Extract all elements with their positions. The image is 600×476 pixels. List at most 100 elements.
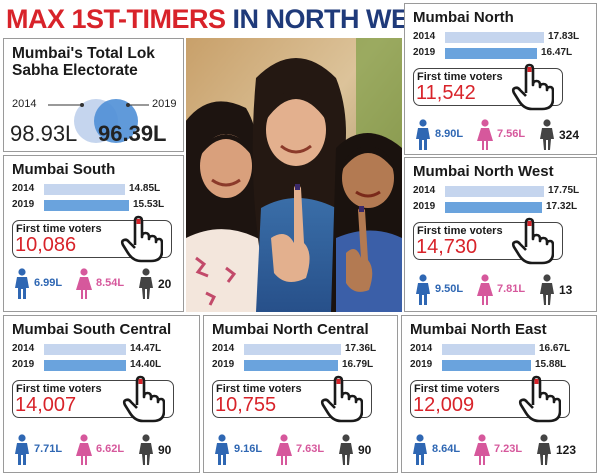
male-voter-icon <box>413 274 433 306</box>
transgender-voters-value: 20 <box>158 277 172 291</box>
panel-mumbai-south-central: Mumbai South Central 2014 14.47L 2019 14.40L… <box>3 315 200 473</box>
bar-2019 <box>44 200 129 211</box>
bar-year-label: 2014 <box>12 183 35 194</box>
female-voters-value: 7.63L <box>296 443 325 455</box>
gender-breakdown: 8.90L 7.56L 324 <box>413 119 592 151</box>
female-voters-value: 7.23L <box>494 443 523 455</box>
total-electorate-title: Mumbai's Total Lok Sabha Electorate <box>12 45 155 79</box>
transgender-voter-icon <box>537 119 557 151</box>
bar-row-2014: 2014 17.36L <box>212 342 391 358</box>
first-time-voters-photo <box>186 38 402 312</box>
bar-row-2019: 2019 16.79L <box>212 358 391 374</box>
bar-year-label: 2019 <box>413 201 436 212</box>
bar-year-label: 2019 <box>12 199 35 210</box>
transgender-voter-icon <box>136 268 156 300</box>
electorate-bars: 2014 14.85L 2019 15.53L <box>12 182 177 214</box>
pointing-hand-icon <box>510 217 555 265</box>
bar-year-label: 2019 <box>410 359 433 370</box>
first-time-voters-count: 10,086 <box>15 234 77 256</box>
bar-value-2019: 16.79L <box>342 359 374 370</box>
first-time-voters-box: First time voters 11,542 <box>413 63 563 111</box>
transgender-voters-value: 13 <box>559 283 573 297</box>
first-time-voters-box: First time voters 10,086 <box>12 215 172 263</box>
total-value-2019: 96.39L <box>98 121 167 146</box>
female-voter-icon <box>475 119 495 151</box>
bar-year-label: 2019 <box>12 359 35 370</box>
electorate-bars: 2014 14.47L 2019 14.40L <box>12 342 193 374</box>
bar-year-label: 2014 <box>413 31 436 42</box>
bar-2014 <box>244 344 341 355</box>
bar-value-2014: 17.83L <box>548 31 580 42</box>
first-time-voters-count: 11,542 <box>416 82 476 104</box>
total-electorate-panel: Mumbai's Total Lok Sabha Electorate 2014… <box>3 38 184 152</box>
bar-row-2014: 2014 17.75L <box>413 184 590 200</box>
total-year-2014: 2014 <box>12 98 37 110</box>
male-voter-icon <box>12 434 32 466</box>
pointing-hand-icon <box>119 215 164 263</box>
bar-2019 <box>445 202 542 213</box>
first-time-voters-box: First time voters 12,009 <box>410 375 570 423</box>
bar-2019 <box>442 360 531 371</box>
bar-2014 <box>445 186 544 197</box>
female-voters-value: 7.56L <box>497 128 526 140</box>
bar-row-2014: 2014 17.83L <box>413 30 590 46</box>
transgender-voters-value: 90 <box>358 443 372 457</box>
bar-value-2014: 14.47L <box>130 343 162 354</box>
female-voter-icon <box>274 434 294 466</box>
first-time-voters-box: First time voters 10,755 <box>212 375 372 423</box>
gender-breakdown: 7.71L 6.62L 90 <box>12 434 195 466</box>
male-voters-value: 9.16L <box>234 443 263 455</box>
bar-year-label: 2019 <box>413 47 436 58</box>
bar-year-label: 2014 <box>413 185 436 196</box>
male-voters-value: 6.99L <box>34 277 63 289</box>
first-time-voters-label: First time voters <box>16 223 102 235</box>
first-time-voters-box: First time voters 14,007 <box>12 375 174 423</box>
headline-part-1: MAX 1ST-TIMERS <box>6 4 226 34</box>
bar-year-label: 2019 <box>212 359 235 370</box>
electorate-bars: 2014 16.67L 2019 15.88L <box>410 342 590 374</box>
gender-breakdown: 8.64L 7.23L 123 <box>410 434 592 466</box>
pointing-hand-icon <box>510 63 555 111</box>
bar-2019 <box>44 360 126 371</box>
male-voter-icon <box>413 119 433 151</box>
female-voter-icon <box>472 434 492 466</box>
gender-breakdown: 6.99L 8.54L 20 <box>12 268 179 300</box>
bar-year-label: 2014 <box>12 343 35 354</box>
pointing-hand-icon <box>517 375 562 423</box>
bar-year-label: 2014 <box>212 343 235 354</box>
female-voters-value: 7.81L <box>497 283 526 295</box>
bar-value-2014: 16.67L <box>539 343 571 354</box>
bar-row-2014: 2014 14.47L <box>12 342 193 358</box>
panel-mumbai-south: Mumbai South 2014 14.85L 2019 15.53L First ti… <box>3 155 184 312</box>
headline: MAX 1ST-TIMERS IN NORTH WEST <box>6 2 443 36</box>
transgender-voters-value: 90 <box>158 443 172 457</box>
first-time-voters-label: First time voters <box>216 383 302 395</box>
pointing-hand-icon <box>121 375 166 423</box>
transgender-voter-icon <box>534 434 554 466</box>
first-time-voters-label: First time voters <box>417 71 503 83</box>
bar-value-2019: 17.32L <box>546 201 578 212</box>
circle-2019 <box>94 99 138 143</box>
male-voter-icon <box>410 434 430 466</box>
first-time-voters-label: First time voters <box>414 383 500 395</box>
constituency-name: Mumbai North <box>413 9 514 26</box>
male-voters-value: 9.50L <box>435 283 464 295</box>
bar-row-2019: 2019 15.53L <box>12 198 177 214</box>
male-voters-value: 8.64L <box>432 443 461 455</box>
pointer-dot-2019 <box>126 103 130 107</box>
bar-2014 <box>445 32 544 43</box>
bar-year-label: 2014 <box>410 343 433 354</box>
electorate-circles <box>48 99 149 143</box>
panel-mumbai-north: Mumbai North 2014 17.83L 2019 16.47L First ti… <box>404 3 597 155</box>
bar-row-2014: 2014 16.67L <box>410 342 590 358</box>
bar-2019 <box>445 48 537 59</box>
bar-row-2019: 2019 17.32L <box>413 200 590 216</box>
constituency-name: Mumbai North East <box>410 321 547 338</box>
bar-value-2014: 14.85L <box>129 183 161 194</box>
first-time-voters-count: 10,755 <box>215 394 277 416</box>
first-time-voters-count: 12,009 <box>413 394 475 416</box>
bar-value-2014: 17.36L <box>345 343 377 354</box>
transgender-voter-icon <box>136 434 156 466</box>
constituency-name: Mumbai North Central <box>212 321 369 338</box>
first-time-voters-count: 14,007 <box>15 394 77 416</box>
